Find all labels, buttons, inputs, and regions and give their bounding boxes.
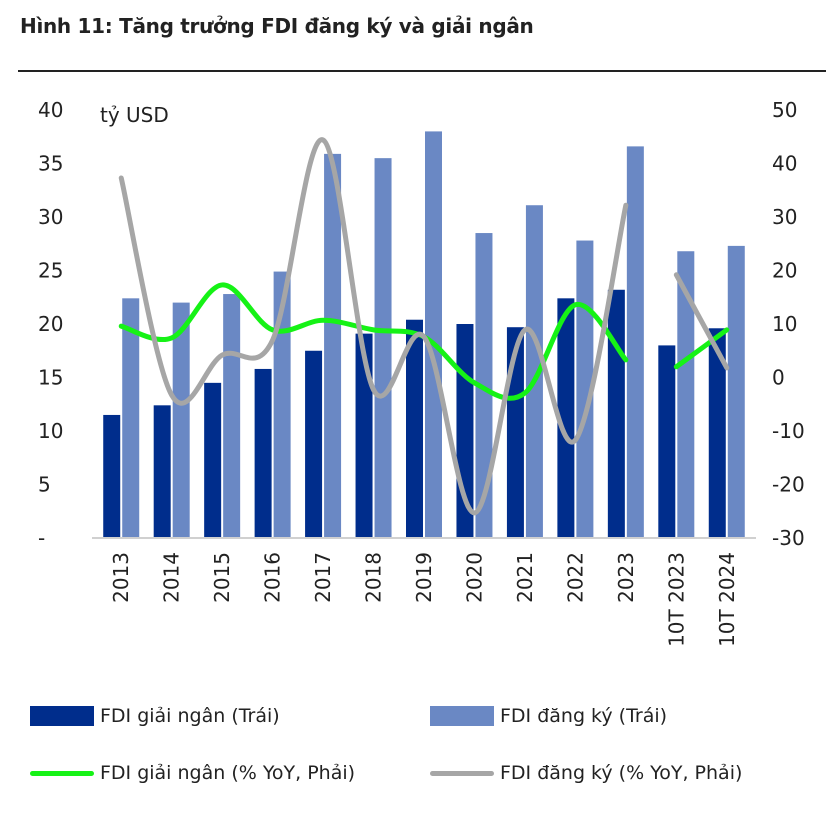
bar-registered bbox=[525, 205, 543, 539]
bar-disbursed bbox=[103, 414, 121, 538]
axis-unit-label: tỷ USD bbox=[100, 103, 169, 127]
bar-registered bbox=[576, 240, 594, 539]
right-axis-tick-label: 30 bbox=[772, 205, 797, 229]
x-axis-tick-label: 2019 bbox=[412, 552, 436, 603]
legend-label: FDI đăng ký (Trái) bbox=[500, 705, 668, 727]
x-axis-tick-label: 10T 2023 bbox=[664, 552, 688, 647]
right-axis-tick-label: -10 bbox=[772, 419, 805, 443]
x-axis-tick-label: 2022 bbox=[563, 552, 587, 603]
left-axis-tick-label: 20 bbox=[38, 312, 63, 336]
x-axis-tick-label: 2015 bbox=[210, 552, 234, 603]
right-axis-tick-label: 40 bbox=[772, 152, 797, 176]
bar-registered bbox=[324, 153, 342, 538]
bar-disbursed bbox=[708, 328, 726, 538]
legend-swatch bbox=[30, 770, 94, 776]
bar-registered bbox=[374, 158, 392, 538]
left-axis-tick-label: 35 bbox=[38, 152, 63, 176]
title-divider bbox=[18, 70, 826, 72]
bar-registered bbox=[223, 294, 241, 538]
x-axis-tick-label: 2018 bbox=[362, 552, 386, 603]
legend-label: FDI đăng ký (% YoY, Phải) bbox=[500, 762, 743, 784]
legend-swatch bbox=[30, 706, 94, 726]
left-axis-tick-label: 10 bbox=[38, 419, 63, 443]
right-axis-tick-label: 20 bbox=[772, 259, 797, 283]
bar-disbursed bbox=[406, 319, 423, 538]
legend-label: FDI giải ngân (Trái) bbox=[100, 705, 280, 727]
x-axis-tick-label: 10T 2024 bbox=[715, 552, 739, 647]
bar-disbursed bbox=[557, 298, 575, 538]
legend-label: FDI giải ngân (% YoY, Phải) bbox=[100, 762, 356, 784]
left-axis-tick-label: 15 bbox=[38, 366, 63, 390]
legend-item-registered-bar: FDI đăng ký (Trái) bbox=[430, 705, 667, 727]
bar-disbursed bbox=[254, 368, 272, 538]
bar-registered bbox=[122, 298, 140, 538]
right-axis-tick-label: -30 bbox=[772, 526, 805, 550]
legend-item-registered-line: FDI đăng ký (% YoY, Phải) bbox=[430, 762, 742, 784]
bar-registered bbox=[626, 146, 644, 538]
x-axis-tick-label: 2014 bbox=[160, 552, 184, 603]
line-registered-yoy bbox=[673, 272, 730, 371]
x-axis-tick-label: 2021 bbox=[513, 552, 537, 603]
right-axis-tick-label: 0 bbox=[772, 366, 785, 390]
bar-registered bbox=[727, 245, 745, 538]
x-axis-tick-label: 2017 bbox=[311, 552, 335, 603]
bar-registered bbox=[172, 302, 190, 538]
left-axis-tick-label: 40 bbox=[38, 98, 63, 122]
x-axis-tick-label: 2013 bbox=[109, 552, 133, 603]
x-axis-tick-label: 2016 bbox=[261, 552, 285, 603]
bar-disbursed bbox=[658, 345, 676, 538]
bar-disbursed bbox=[456, 324, 474, 538]
bar-disbursed bbox=[204, 382, 222, 538]
bar-disbursed bbox=[305, 350, 323, 538]
left-axis-tick-label: 5 bbox=[38, 473, 51, 497]
line-disbursed-yoy bbox=[118, 282, 629, 401]
bar-registered bbox=[677, 251, 695, 539]
line-disbursed-yoy bbox=[673, 327, 730, 370]
legend-item-disbursed-line: FDI giải ngân (% YoY, Phải) bbox=[30, 762, 355, 784]
bar-disbursed bbox=[607, 289, 625, 538]
legend-swatch bbox=[430, 706, 494, 726]
bar-disbursed bbox=[355, 333, 373, 538]
legend-item-disbursed-bar: FDI giải ngân (Trái) bbox=[30, 705, 280, 727]
bar-disbursed bbox=[153, 405, 171, 538]
line-registered-yoy bbox=[118, 137, 629, 516]
left-axis-tick-label: - bbox=[38, 526, 45, 550]
x-axis-tick-label: 2020 bbox=[462, 552, 486, 603]
x-axis-tick-label: 2023 bbox=[614, 552, 638, 603]
right-axis-tick-label: 10 bbox=[772, 312, 797, 336]
right-axis-tick-label: 50 bbox=[772, 98, 797, 122]
left-axis-tick-label: 30 bbox=[38, 205, 63, 229]
legend-swatch bbox=[430, 770, 494, 776]
chart-title: Hình 11: Tăng trưởng FDI đăng ký và giải… bbox=[20, 14, 534, 38]
bar-registered bbox=[273, 271, 291, 538]
left-axis-tick-label: 25 bbox=[38, 259, 63, 283]
right-axis-tick-label: -20 bbox=[772, 473, 805, 497]
bar-registered bbox=[425, 131, 442, 538]
